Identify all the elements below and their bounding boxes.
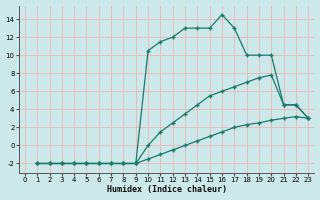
X-axis label: Humidex (Indice chaleur): Humidex (Indice chaleur) (107, 185, 227, 194)
